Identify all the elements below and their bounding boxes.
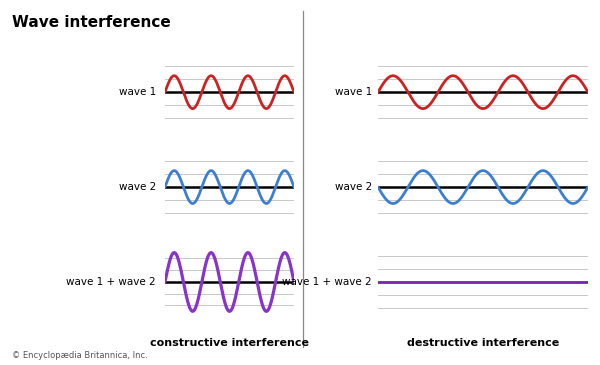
- Text: © Encyclopædia Britannica, Inc.: © Encyclopædia Britannica, Inc.: [12, 350, 148, 360]
- Text: wave 2: wave 2: [119, 182, 156, 192]
- Text: wave 1: wave 1: [119, 87, 156, 97]
- Text: destructive interference: destructive interference: [407, 338, 559, 348]
- Text: constructive interference: constructive interference: [150, 338, 309, 348]
- Text: wave 1: wave 1: [335, 87, 372, 97]
- Text: wave 1 + wave 2: wave 1 + wave 2: [67, 277, 156, 287]
- Text: Wave interference: Wave interference: [12, 15, 171, 30]
- Text: wave 1 + wave 2: wave 1 + wave 2: [283, 277, 372, 287]
- Text: wave 2: wave 2: [335, 182, 372, 192]
